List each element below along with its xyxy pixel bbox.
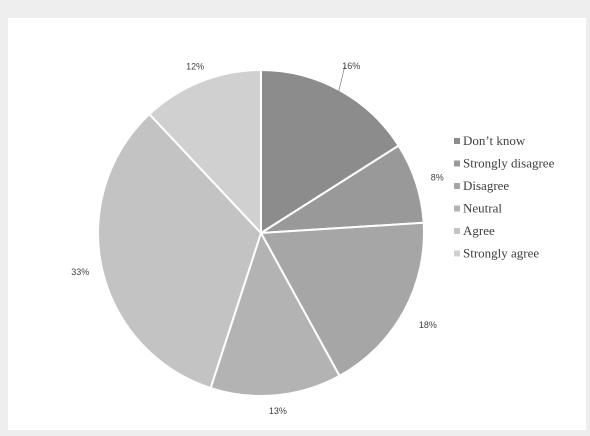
legend-swatch-strongly-agree: [454, 250, 460, 257]
legend-swatch-disagree: [454, 183, 460, 189]
percent-label-strongly-agree: 12%: [186, 62, 204, 72]
percent-label-agree: 33%: [71, 267, 89, 277]
legend-label-disagree: Disagree: [463, 178, 509, 193]
legend-swatch-neutral: [454, 205, 460, 212]
legend-label-agree: Agree: [463, 223, 495, 238]
leader-lines: [338, 64, 346, 93]
legend-label-strongly-disagree: Strongly disagree: [463, 156, 555, 171]
pie-slice-agree: [97, 112, 263, 390]
legend-swatch-strongly-disagree: [454, 160, 460, 167]
percent-label-strongly-disagree: 8%: [431, 173, 444, 183]
percent-label-don-t-know: 16%: [342, 61, 360, 71]
leader-line-don-t-know: [338, 64, 346, 93]
legend-label-strongly-agree: Strongly agree: [463, 246, 539, 261]
legend-swatch-agree: [454, 228, 460, 234]
legend: Don’t know Strongly disagree Disagree Neutr…: [454, 133, 555, 261]
pie-slice-disagree: [259, 221, 425, 378]
pie-slice-strongly-agree: [148, 68, 262, 236]
chart-area: 16% 8% 18% 13% 33% 12% Don’t know Strongly dis…: [8, 18, 586, 430]
percent-label-neutral: 13%: [269, 406, 287, 416]
legend-swatch-don-t-know: [454, 138, 460, 144]
pie-slices: [97, 68, 425, 397]
pie-slice-neutral: [209, 230, 341, 397]
percent-labels: 16% 8% 18% 13% 33% 12%: [71, 61, 443, 416]
pie-chart: 16% 8% 18% 13% 33% 12% Don’t know Strongly dis…: [71, 61, 555, 416]
pie-slice-don-t-know: [260, 68, 401, 235]
legend-label-don-t-know: Don’t know: [463, 133, 526, 148]
percent-label-disagree: 18%: [419, 320, 437, 330]
legend-label-neutral: Neutral: [463, 201, 502, 216]
